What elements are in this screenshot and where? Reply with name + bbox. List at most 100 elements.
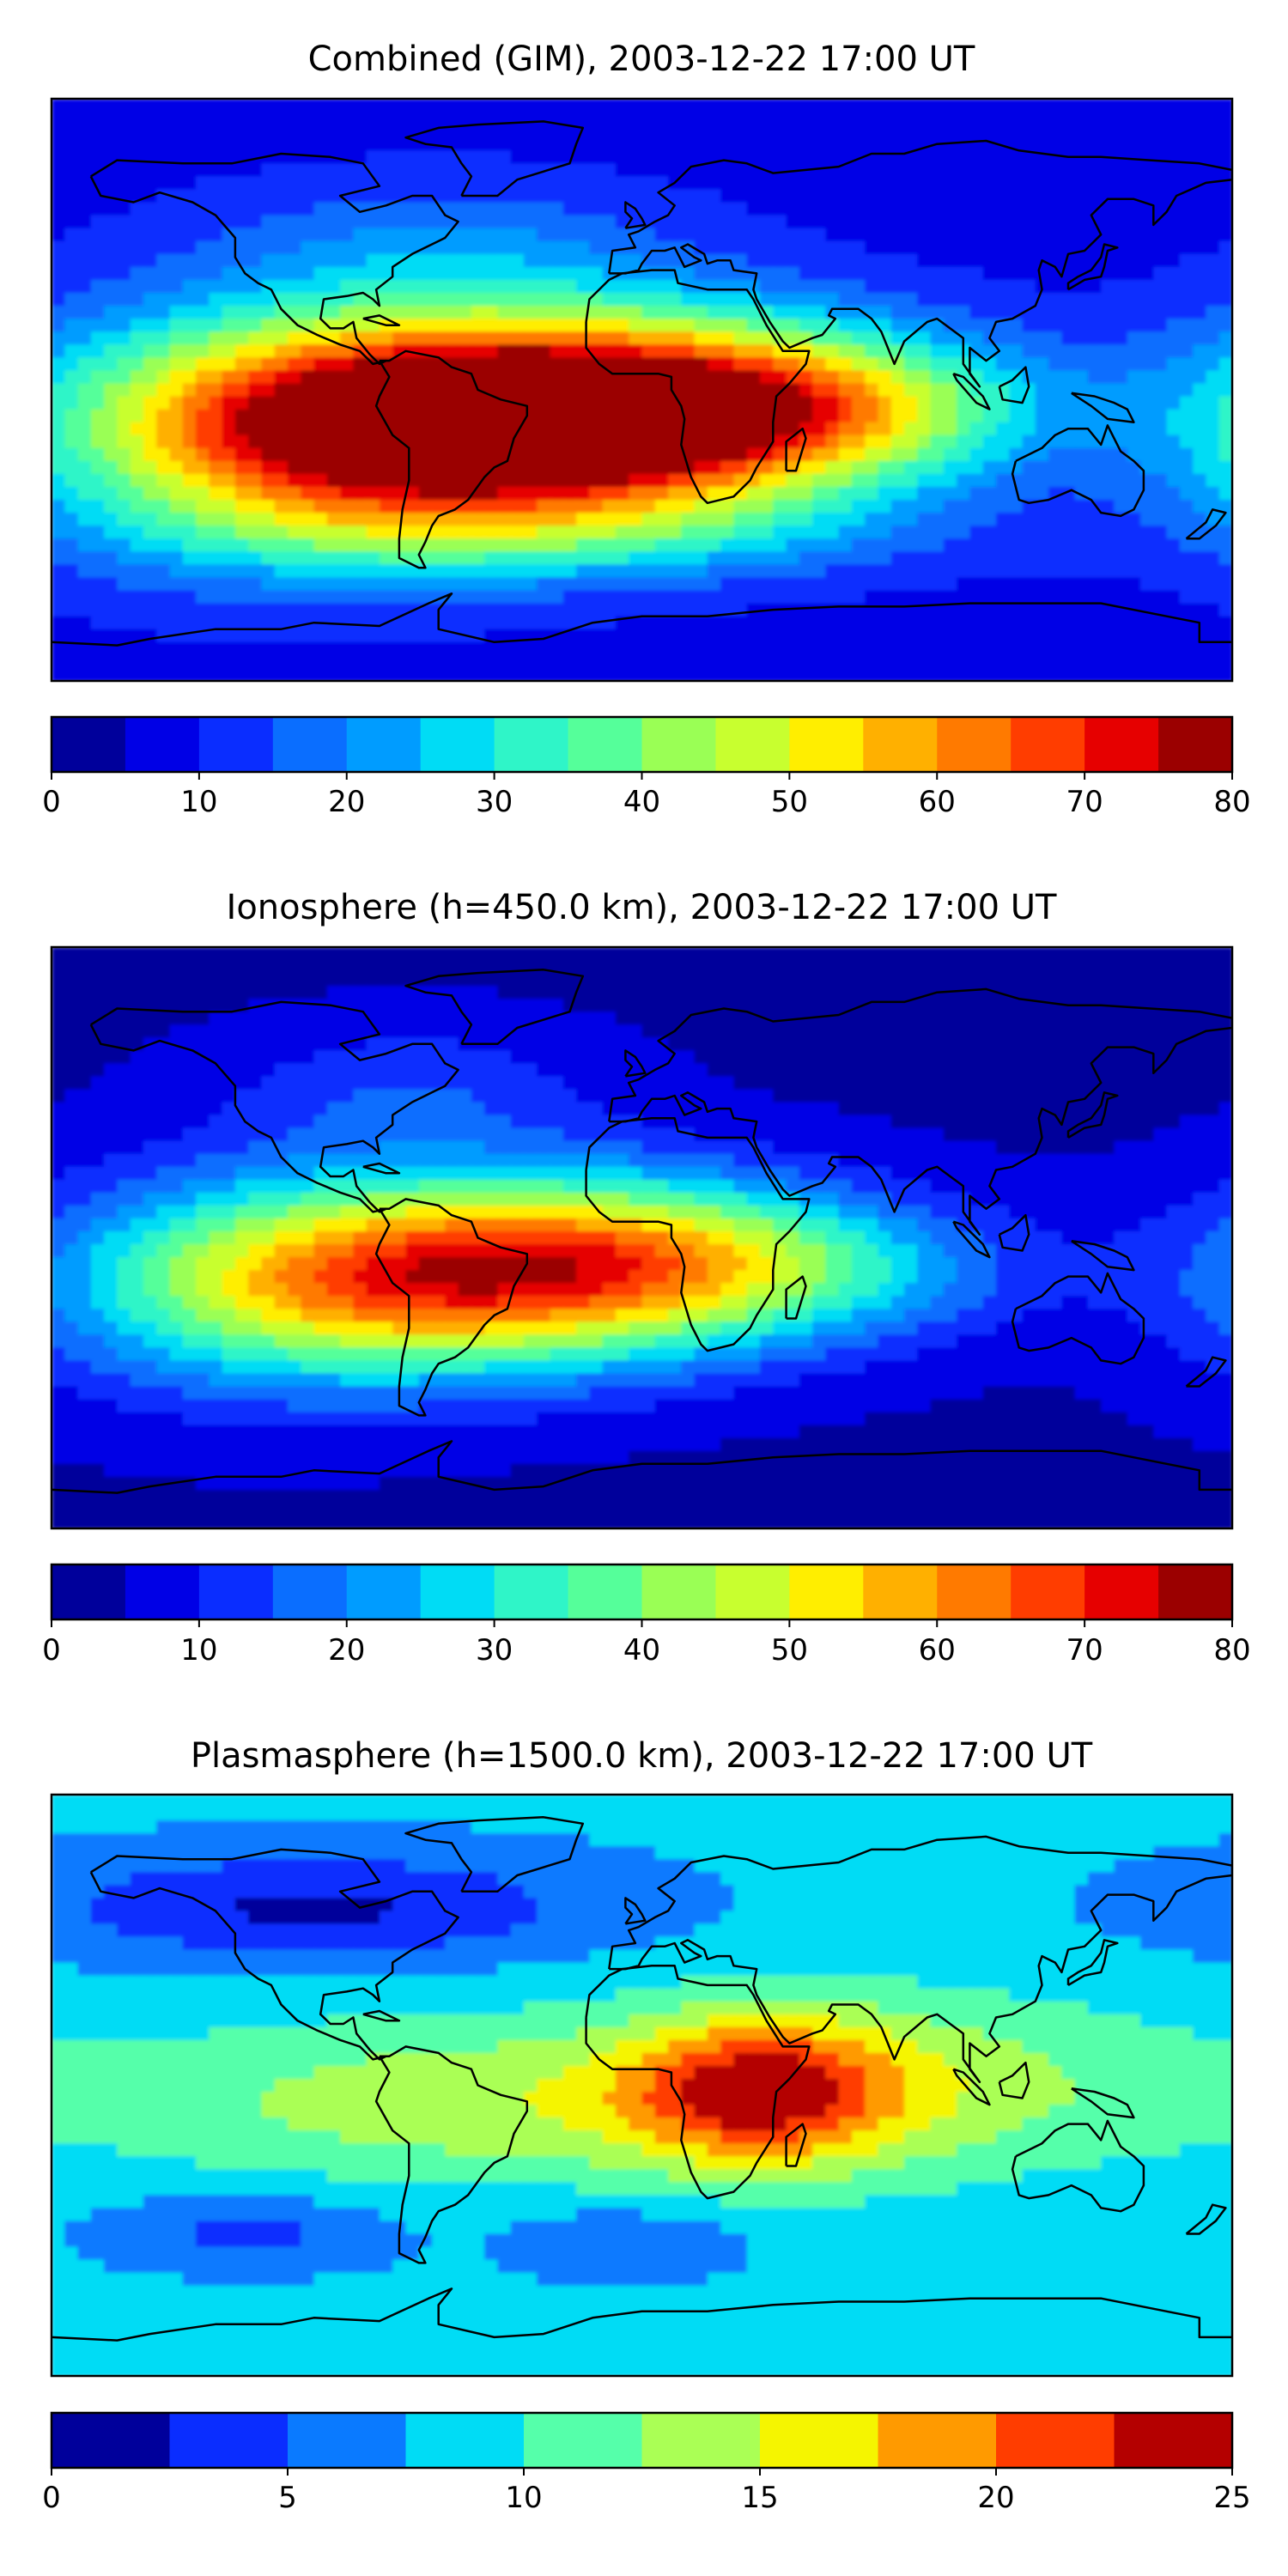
field-cell (786, 667, 800, 681)
field-cell (234, 487, 250, 501)
field-cell (1048, 590, 1063, 605)
field-cell (1218, 947, 1232, 962)
field-cell (234, 564, 250, 579)
field-cell (117, 590, 131, 605)
field-cell (1035, 228, 1050, 242)
field-cell (865, 240, 879, 255)
field-cell (969, 176, 984, 191)
field-cell (537, 344, 551, 359)
field-cell (143, 370, 158, 385)
field-cell (1074, 357, 1089, 372)
field-cell (326, 112, 342, 126)
field-cell (812, 279, 827, 294)
field-cell (707, 986, 722, 1000)
field-cell (550, 266, 564, 281)
field-cell (458, 641, 472, 656)
field-cell (786, 176, 800, 191)
field-cell (1048, 331, 1063, 346)
field-cell (589, 590, 604, 605)
colorbar-segment (1084, 717, 1159, 772)
field-cell (143, 176, 158, 191)
field-cell (1101, 331, 1115, 346)
field-cell (733, 163, 748, 178)
field-cell (117, 202, 131, 216)
field-cell (917, 564, 932, 579)
field-cell (786, 1050, 800, 1065)
field-cell (52, 228, 66, 242)
field-cell (654, 973, 670, 987)
field-cell (1140, 986, 1155, 1000)
field-cell (878, 564, 892, 579)
field-cell (222, 577, 236, 592)
field-cell (261, 344, 276, 359)
field-cell (957, 189, 971, 204)
field-cell (353, 279, 368, 294)
field-cell (550, 551, 564, 566)
field-cell (865, 331, 879, 346)
field-cell (1022, 409, 1036, 423)
field-cell (602, 999, 617, 1013)
field-cell (326, 500, 342, 514)
field-cell (301, 947, 315, 962)
field-cell (825, 383, 840, 398)
field-cell (602, 603, 617, 617)
field-cell (654, 603, 670, 617)
field-cell (746, 973, 761, 987)
field-cell (878, 667, 892, 681)
field-cell (602, 409, 617, 423)
field-cell (1206, 266, 1220, 281)
field-cell (589, 357, 604, 372)
field-cell (799, 112, 814, 126)
field-cell (890, 266, 906, 281)
field-cell (326, 473, 342, 488)
field-cell (1074, 215, 1089, 229)
field-cell (1087, 125, 1103, 139)
field-cell (602, 1024, 617, 1039)
field-cell (799, 973, 814, 987)
field-cell (445, 112, 459, 126)
field-cell (707, 112, 722, 126)
field-cell (261, 447, 276, 462)
field-cell (1206, 551, 1220, 566)
field-cell (890, 526, 906, 540)
field-cell (182, 422, 197, 436)
field-cell (576, 150, 591, 165)
field-cell (182, 603, 197, 617)
field-cell (537, 947, 551, 962)
field-cell (497, 513, 512, 527)
field-cell (1061, 641, 1076, 656)
field-cell (668, 112, 683, 126)
field-cell (340, 1063, 355, 1078)
field-cell (746, 654, 761, 669)
field-cell (143, 383, 158, 398)
field-cell (445, 947, 459, 962)
field-cell (458, 986, 472, 1000)
field-cell (1087, 960, 1103, 975)
field-cell (301, 434, 315, 449)
field-cell (1127, 538, 1142, 553)
field-cell (1127, 654, 1142, 669)
field-cell (917, 344, 932, 359)
field-cell (930, 1024, 945, 1039)
field-cell (117, 629, 131, 643)
field-cell (445, 667, 459, 681)
field-cell (288, 513, 302, 527)
field-cell (1087, 357, 1103, 372)
field-cell (90, 422, 106, 436)
field-cell (890, 500, 906, 514)
field-cell (248, 473, 263, 488)
field-cell (432, 357, 447, 372)
field-cell (510, 500, 525, 514)
field-cell (1140, 473, 1155, 488)
field-cell (248, 603, 263, 617)
field-cell (1061, 409, 1076, 423)
field-cell (602, 293, 617, 307)
field-cell (1206, 629, 1220, 643)
field-cell (943, 266, 958, 281)
field-cell (169, 319, 184, 333)
field-cell (786, 112, 800, 126)
field-cell (786, 654, 800, 669)
field-cell (773, 947, 787, 962)
field-cell (720, 1012, 735, 1026)
field-cell (629, 603, 643, 617)
